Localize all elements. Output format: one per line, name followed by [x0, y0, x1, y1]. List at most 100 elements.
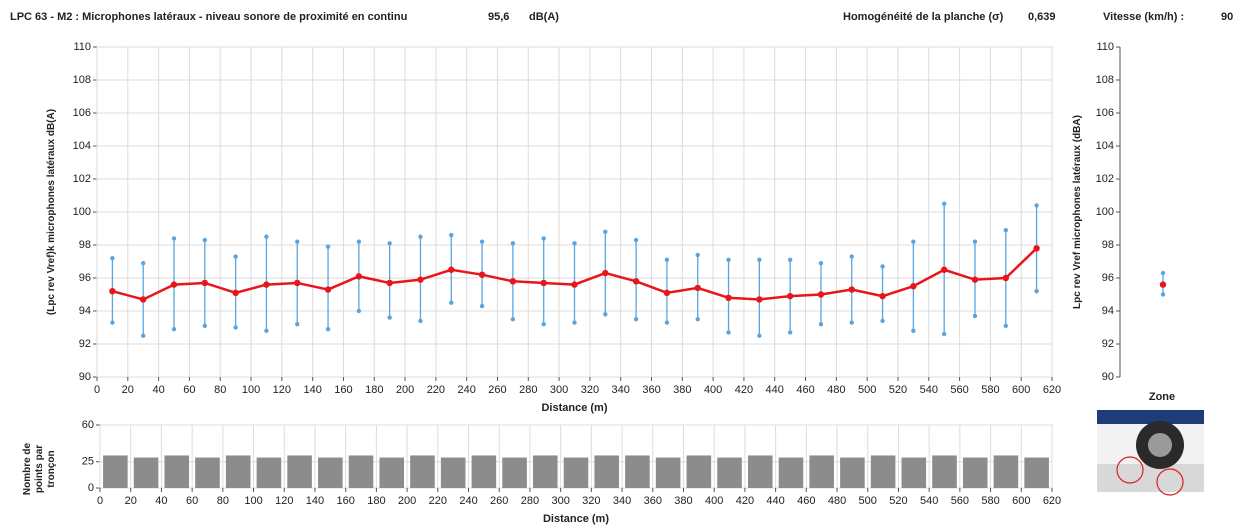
bar	[809, 455, 834, 488]
error-cap	[1003, 227, 1008, 233]
bar	[993, 455, 1019, 488]
data-point	[386, 279, 393, 287]
y-tick-label: 25	[82, 456, 94, 468]
y-tick-label: 104	[73, 140, 91, 152]
x-tick-label: 200	[396, 384, 414, 396]
data-point	[602, 269, 609, 277]
error-cap	[418, 234, 423, 239]
data-point	[509, 278, 517, 285]
bar	[533, 455, 558, 488]
y-tick-label: 104	[1096, 140, 1114, 152]
bar	[379, 457, 405, 488]
bar	[410, 455, 435, 488]
x-tick-label: 460	[796, 384, 814, 396]
x-tick-label: 600	[1012, 384, 1030, 396]
y-tick-label: 108	[73, 74, 91, 86]
bar	[655, 457, 681, 488]
x-axis-label: Distance (m)	[543, 513, 609, 525]
data-point	[232, 289, 239, 297]
data-point	[1159, 281, 1167, 288]
bar	[870, 455, 896, 488]
data-point	[694, 284, 701, 292]
error-cap	[264, 234, 269, 239]
bar	[133, 457, 159, 488]
error-cap	[202, 323, 208, 329]
y-tick-label: 100	[73, 206, 91, 218]
x-tick-label: 200	[398, 495, 416, 507]
error-cap	[510, 317, 516, 322]
header-value: 95,6	[488, 11, 509, 23]
error-cap	[757, 257, 762, 263]
x-tick-label: 260	[490, 495, 508, 507]
x-tick-label: 540	[920, 384, 938, 396]
data-point	[1033, 245, 1040, 252]
x-tick-label: 120	[275, 495, 293, 507]
bar	[348, 455, 374, 488]
error-cap	[911, 239, 916, 244]
homog-label: Homogénéité de la planche (σ)	[843, 11, 1004, 23]
error-cap	[849, 254, 854, 259]
data-point	[540, 279, 547, 287]
x-tick-label: 480	[828, 495, 846, 507]
error-cap	[911, 328, 916, 333]
data-point	[201, 279, 209, 287]
error-cap	[787, 330, 793, 335]
x-tick-label: 0	[97, 495, 103, 507]
x-tick-label: 80	[214, 384, 226, 396]
error-cap	[941, 331, 947, 337]
x-tick-label: 580	[981, 384, 999, 396]
bar	[778, 457, 804, 488]
homog-value: 0,639	[1028, 11, 1056, 23]
error-cap	[387, 241, 392, 246]
error-cap	[171, 326, 177, 332]
x-tick-label: 180	[365, 384, 383, 396]
error-cap	[572, 241, 577, 246]
y-tick-label: 60	[82, 419, 94, 431]
error-cap	[880, 264, 885, 269]
error-cap	[1160, 292, 1166, 297]
error-cap	[387, 315, 392, 320]
error-cap	[295, 322, 300, 327]
y-tick-label: 102	[73, 173, 91, 185]
y-tick-label: 96	[1102, 272, 1114, 284]
error-cap	[664, 320, 670, 325]
error-cap	[1034, 289, 1039, 294]
x-tick-label: 300	[551, 495, 569, 507]
error-cap	[510, 241, 516, 246]
data-point	[263, 281, 270, 288]
data-point	[971, 276, 979, 283]
error-cap	[664, 257, 670, 263]
x-tick-label: 100	[242, 384, 260, 396]
x-tick-label: 560	[950, 384, 968, 396]
y-axis-label: Lpc rev Vref microphones latéraux (dBA)	[1072, 115, 1083, 309]
y-tick-label: 96	[79, 272, 91, 284]
x-tick-label: 120	[273, 384, 291, 396]
x-tick-label: 160	[336, 495, 354, 507]
x-tick-label: 400	[705, 495, 723, 507]
error-cap	[972, 239, 978, 244]
x-axis-label: Distance (m)	[541, 402, 607, 414]
header-title: LPC 63 - M2 : Microphones latéraux - niv…	[10, 11, 407, 23]
x-tick-label: 620	[1043, 495, 1061, 507]
x-tick-label: 520	[889, 495, 907, 507]
bar	[686, 455, 712, 488]
bar	[287, 455, 312, 488]
error-cap	[695, 317, 700, 322]
y-tick-label: 100	[1096, 206, 1114, 218]
x-tick-label: 280	[519, 384, 537, 396]
bar	[962, 457, 988, 488]
y-tick-label: 110	[73, 41, 91, 53]
error-cap	[787, 257, 793, 263]
y-tick-label: 92	[79, 338, 91, 350]
x-tick-label: 340	[612, 384, 630, 396]
error-cap	[449, 300, 454, 305]
error-cap	[418, 318, 423, 324]
error-cap	[233, 325, 238, 330]
data-point	[817, 291, 825, 298]
data-point	[140, 296, 147, 303]
x-tick-label: 580	[981, 495, 999, 507]
bar	[103, 455, 128, 488]
bar	[440, 457, 466, 488]
